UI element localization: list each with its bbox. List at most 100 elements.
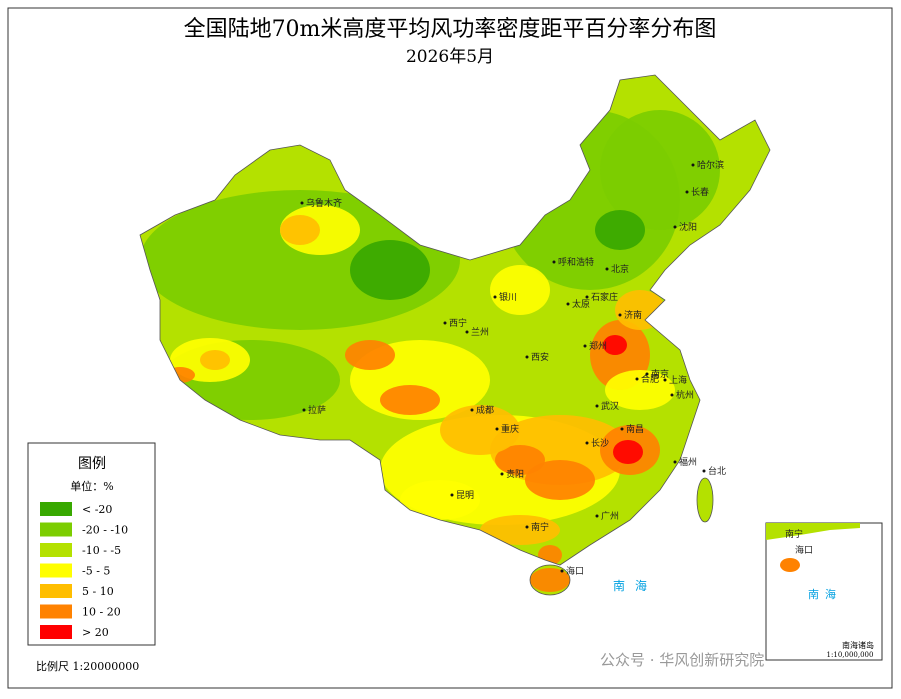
- watermark: 公众号 · 华风创新研究院: [600, 651, 764, 669]
- anomaly-region: [603, 335, 627, 355]
- city-dot: [618, 313, 622, 317]
- city-label: 拉萨: [308, 404, 326, 416]
- city-label: 海口: [566, 565, 584, 577]
- city-label: 郑州: [589, 340, 607, 352]
- legend-label: -5 - 5: [82, 565, 110, 578]
- anomaly-region: [605, 370, 675, 410]
- anomaly-region: [380, 385, 440, 415]
- city-label: 兰州: [471, 326, 489, 338]
- legend-title: 图例: [78, 456, 106, 472]
- city-labels: 乌鲁木齐 哈尔滨长春沈阳呼和浩特北京银川太原石家庄济南西宁兰州郑州西安南京上海合肥…: [300, 159, 726, 577]
- inset-city: 南宁: [785, 528, 803, 540]
- city-label: 重庆: [501, 423, 519, 435]
- legend-swatch: [40, 502, 72, 516]
- city-label: 长春: [691, 186, 709, 198]
- city-dot: [583, 344, 587, 348]
- city-dot: [635, 377, 639, 381]
- city-label: 西宁: [449, 317, 467, 329]
- inset-hainan: [780, 558, 800, 572]
- city-dot: [470, 408, 474, 412]
- city-dot: [525, 525, 529, 529]
- anomaly-region: [480, 515, 560, 545]
- inset-city: 海口: [795, 544, 813, 556]
- city-label: 杭州: [676, 389, 694, 401]
- city-label: 合肥: [641, 373, 659, 385]
- legend-swatch: [40, 604, 72, 619]
- city-dot: [673, 460, 677, 464]
- city-dot: [443, 321, 447, 325]
- legend-swatch: [40, 543, 72, 557]
- inset-islands: 南海诸岛: [842, 640, 874, 650]
- city-dot: [300, 201, 304, 205]
- city-dot: [673, 225, 677, 229]
- anomaly-region: [345, 340, 395, 370]
- anomaly-region: [495, 445, 545, 475]
- city-dot: [685, 190, 689, 194]
- city-label: 沈阳: [679, 221, 697, 233]
- city-dot: [560, 569, 564, 573]
- legend-label: > 20: [82, 626, 109, 639]
- city-label: 广州: [601, 510, 619, 522]
- city-label: 成都: [476, 404, 494, 416]
- city-label: 乌鲁木齐: [306, 197, 342, 209]
- city-dot: [605, 267, 609, 271]
- city-dot: [691, 163, 695, 167]
- city-label: 太原: [572, 298, 590, 310]
- legend-swatch: [40, 625, 72, 639]
- city-label: 武汉: [601, 400, 619, 412]
- sea-label: 南海: [613, 578, 657, 593]
- anomaly-region: [440, 405, 520, 455]
- legend: 图例 单位：% < -20 -20 - -10 -10 - -5 -5 - 5 5 - …: [27, 442, 156, 646]
- city-label: 南昌: [626, 423, 644, 435]
- legend-swatch: [40, 563, 72, 578]
- city-dot: [493, 295, 497, 299]
- city-dot: [595, 514, 599, 518]
- anomaly-region: [530, 568, 570, 592]
- anomaly-region: [525, 460, 595, 500]
- anomaly-region: [595, 210, 645, 250]
- city-label: 南京: [651, 368, 669, 380]
- legend-swatch: [40, 522, 72, 537]
- city-dot: [585, 295, 589, 299]
- city-label: 贵阳: [506, 468, 524, 480]
- city-dot: [620, 427, 624, 431]
- city-label: 南宁: [531, 521, 549, 533]
- city-dot: [702, 469, 706, 473]
- city-label: 哈尔滨: [697, 159, 724, 171]
- inset: 南宁 海口 南海 南海诸岛 1:10,000,000: [765, 522, 883, 661]
- anomaly-region: [350, 240, 430, 300]
- anomaly-region: [280, 215, 320, 245]
- legend-label: -20 - -10: [82, 524, 128, 537]
- legend-label: 10 - 20: [82, 606, 121, 619]
- city-label: 福州: [679, 456, 697, 468]
- city-label: 呼和浩特: [558, 256, 594, 268]
- city-label: 昆明: [456, 490, 474, 501]
- anomaly-region: [490, 265, 550, 315]
- city-dot: [495, 427, 499, 431]
- city-dot: [585, 441, 589, 445]
- city-label: 上海: [669, 374, 687, 386]
- city-dot: [500, 472, 504, 476]
- title: 全国陆地70m米高度平均风功率密度距平百分率分布图: [184, 17, 717, 42]
- city-label: 台北: [708, 465, 726, 477]
- city-label: 石家庄: [591, 291, 618, 303]
- anomaly-region: [613, 440, 643, 464]
- inset-land: [766, 523, 860, 540]
- city-dot: [465, 330, 469, 334]
- city-label: 银川: [499, 291, 517, 303]
- anomaly-region: [400, 480, 480, 520]
- city-dot: [525, 355, 529, 359]
- city-dot: [645, 372, 649, 376]
- subtitle: 2026年5月: [406, 47, 494, 67]
- anomaly-region: [600, 110, 720, 230]
- city-dot: [566, 302, 570, 306]
- city-dot: [302, 408, 306, 412]
- inset-box: [765, 522, 883, 661]
- legend-unit: 单位：%: [70, 479, 113, 493]
- legend-label: < -20: [82, 503, 112, 516]
- anomaly-region: [200, 350, 230, 370]
- city-dot: [663, 378, 667, 382]
- legend-label: 5 - 10: [82, 585, 114, 598]
- city-label: 北京: [611, 263, 629, 275]
